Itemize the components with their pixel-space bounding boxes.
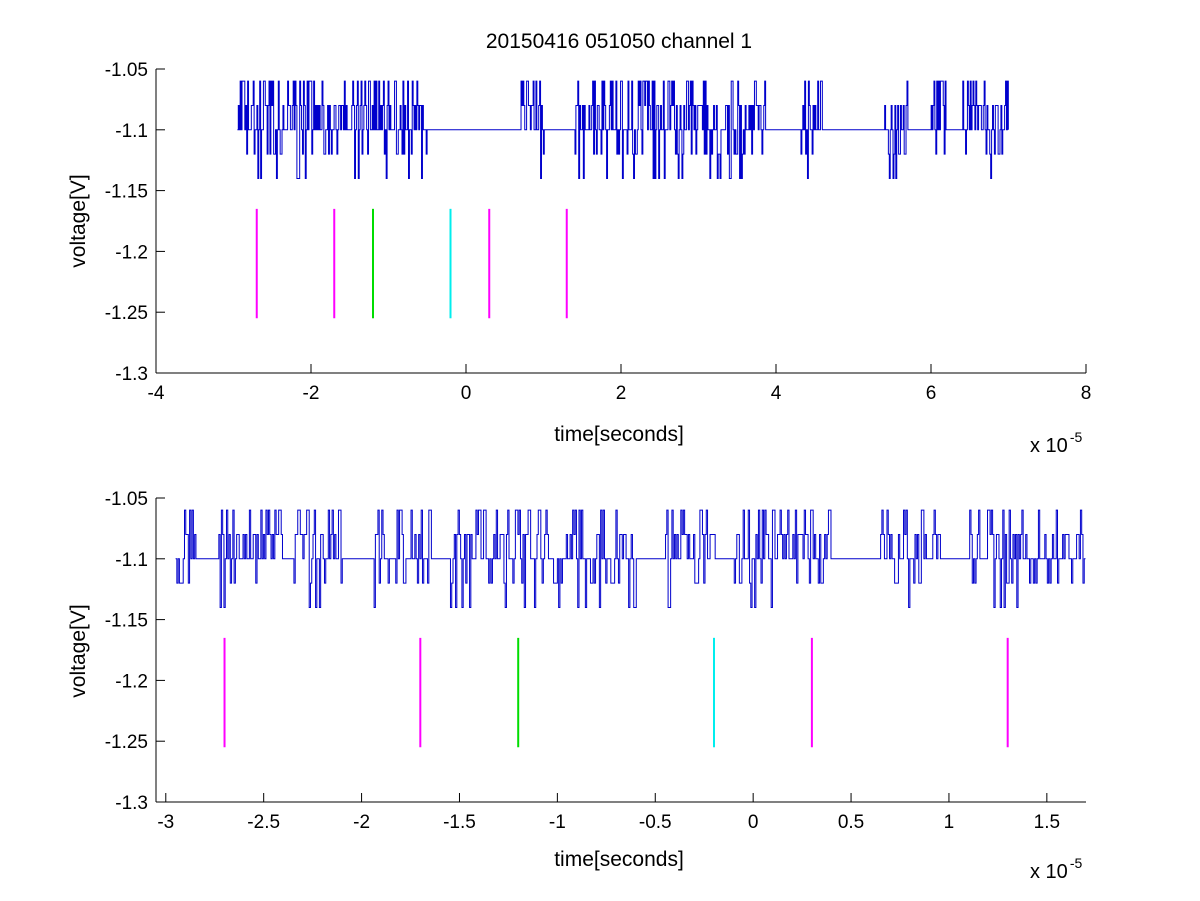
bottom-y-tick-label: -1.25 xyxy=(105,732,148,753)
bottom-y-tick-label: -1.2 xyxy=(115,671,148,692)
bottom-x-tick-label: 1 xyxy=(944,812,955,833)
top-y-tick-label: -1.15 xyxy=(105,182,148,203)
bottom-markers xyxy=(223,637,1009,748)
bottom-y-axis-label: voltage[V] xyxy=(67,604,90,697)
bottom-signal-layer xyxy=(175,509,1086,608)
bottom-y-tick-label: -1.15 xyxy=(105,611,148,632)
top-y-tick-label: -1.2 xyxy=(115,242,148,263)
top-x-tick-label: 6 xyxy=(926,383,937,404)
bottom-x-tick-label: -1 xyxy=(549,812,566,833)
top-x-multiplier: x 10 -5 xyxy=(1030,429,1082,457)
bottom-x-tick-label: 0 xyxy=(748,812,759,833)
bottom-x-tick-label: 1.5 xyxy=(1034,812,1060,833)
top-x-tick-label: 8 xyxy=(1081,383,1092,404)
bottom-x-multiplier-exponent: -5 xyxy=(1070,855,1083,871)
top-y-tick-label: -1.05 xyxy=(105,60,148,81)
bottom-x-tick-label: -1.5 xyxy=(443,812,476,833)
top-x-tick-label: 0 xyxy=(461,383,472,404)
top-y-axis-label: voltage[V] xyxy=(67,174,90,267)
bottom-x-tick-label: -0.5 xyxy=(639,812,672,833)
bottom-signal-line xyxy=(175,509,1086,608)
bottom-x-multiplier-base: x 10 xyxy=(1030,861,1068,883)
top-x-axis-label: time[seconds] xyxy=(554,423,684,446)
chart-title: 20150416 051050 channel 1 xyxy=(486,30,752,53)
bottom-y-tick-label: -1.05 xyxy=(105,489,148,510)
top-x-tick-label: 4 xyxy=(771,383,782,404)
bottom-y-tick-label: -1.3 xyxy=(115,793,148,814)
top-signal-line xyxy=(237,80,1009,179)
top-panel: -4 -2 0 2 4 6 8 -1.3 -1.25 -1.2 -1.15 -1.1 -1.05 tim… xyxy=(67,60,1091,457)
bottom-plot-axes xyxy=(155,498,1086,803)
bottom-panel: -3 -2.5 -2 -1.5 -1 -0.5 0 0.5 1 1.5 -1.3 -1.25 -1.2 -… xyxy=(67,489,1086,883)
top-x-multiplier-base: x 10 xyxy=(1030,435,1068,457)
top-y-tick-label: -1.3 xyxy=(115,364,148,385)
top-markers xyxy=(255,208,568,319)
top-signal-layer xyxy=(237,80,1009,179)
top-y-tick-label: -1.25 xyxy=(105,303,148,324)
top-x-multiplier-exponent: -5 xyxy=(1070,429,1083,445)
bottom-x-tick-label: 0.5 xyxy=(838,812,864,833)
top-y-tick-label: -1.1 xyxy=(115,121,148,142)
bottom-x-multiplier: x 10 -5 xyxy=(1030,855,1082,883)
bottom-x-tick-label: -2 xyxy=(353,812,370,833)
bottom-ticks: -3 -2.5 -2 -1.5 -1 -0.5 0 0.5 1 1.5 -1.3 -1.25 -1.2 -… xyxy=(105,489,1060,833)
top-ticks: -4 -2 0 2 4 6 8 -1.3 -1.25 -1.2 -1.15 -1.1 -1.05 xyxy=(105,60,1092,404)
bottom-x-tick-label: -2.5 xyxy=(247,812,280,833)
bottom-x-axis-label: time[seconds] xyxy=(554,848,684,871)
top-x-tick-label: -4 xyxy=(148,383,165,404)
bottom-x-tick-label: -3 xyxy=(157,812,174,833)
top-x-tick-label: -2 xyxy=(303,383,320,404)
bottom-y-tick-label: -1.1 xyxy=(115,550,148,571)
top-x-tick-label: 2 xyxy=(616,383,627,404)
